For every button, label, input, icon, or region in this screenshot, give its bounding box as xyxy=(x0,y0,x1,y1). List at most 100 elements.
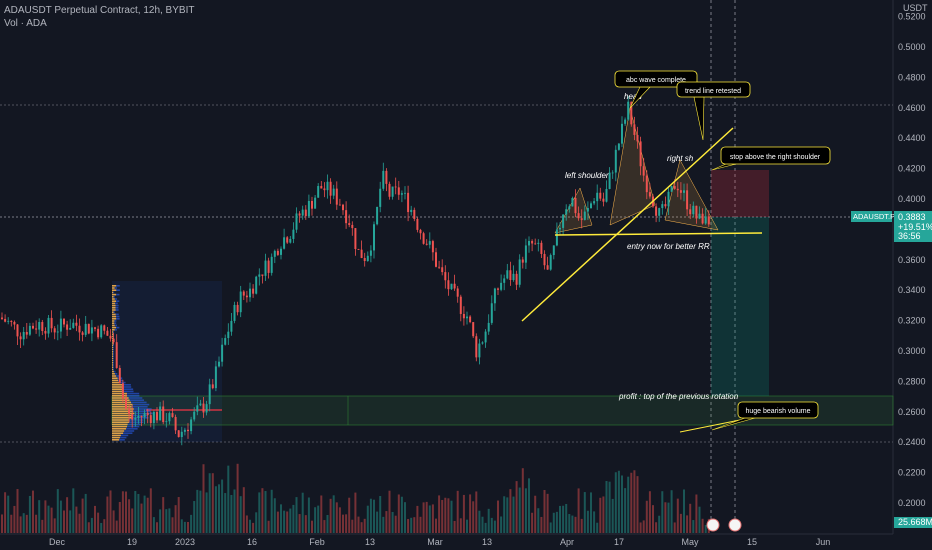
candle-body xyxy=(131,414,134,420)
volume-bar xyxy=(25,514,28,533)
bar-countdown: 36:56 xyxy=(898,231,921,241)
candle-body xyxy=(472,322,475,337)
rising-trend-line[interactable] xyxy=(521,127,734,322)
symbol-badge-text: ADAUSDT.P xyxy=(853,212,895,221)
volume-bar xyxy=(478,510,481,533)
candle-body xyxy=(655,206,658,216)
callout-trendline[interactable]: trend line retested xyxy=(676,81,751,141)
profile-bar xyxy=(113,355,114,357)
volume-bar xyxy=(69,510,72,533)
volume-bar xyxy=(645,500,648,533)
candle-body xyxy=(261,274,264,276)
volume-bar xyxy=(497,500,499,533)
volume-bar xyxy=(276,511,279,533)
volume-bar xyxy=(106,496,109,533)
neckline[interactable] xyxy=(554,232,763,236)
symbol-title[interactable]: ADAUSDT Perpetual Contract, 12h, BYBIT xyxy=(4,5,195,16)
price-scale[interactable] xyxy=(893,0,932,550)
candle-body xyxy=(397,187,400,195)
callout-abc[interactable]: abc wave complete xyxy=(614,70,698,109)
candle-body xyxy=(311,200,313,209)
take-profit-zone[interactable] xyxy=(711,217,769,396)
candle-body xyxy=(404,192,406,194)
volume-bar xyxy=(252,522,255,533)
candle-body xyxy=(47,317,50,334)
volume-bar xyxy=(642,520,645,533)
candle-body xyxy=(524,245,527,263)
callout-stop[interactable]: stop above the right shoulder xyxy=(711,146,831,171)
candle-body xyxy=(75,322,78,326)
earnings-event-icon[interactable] xyxy=(728,518,742,532)
volume-bar xyxy=(128,499,131,533)
candle-body xyxy=(425,243,428,245)
candle-body xyxy=(379,188,382,207)
volume-bar xyxy=(32,490,34,533)
volume-indicator-label[interactable]: Vol · ADA xyxy=(4,18,47,29)
volume-bar xyxy=(655,522,658,533)
candle-body xyxy=(410,209,413,213)
volume-bar xyxy=(552,512,555,533)
volume-bar xyxy=(53,518,56,533)
volume-bar xyxy=(7,495,10,533)
profile-bar xyxy=(115,309,119,311)
volume-bar xyxy=(466,519,468,533)
profile-bar xyxy=(112,364,114,366)
candle-body xyxy=(447,280,450,290)
volume-bar xyxy=(490,517,493,533)
volume-bar xyxy=(388,490,391,533)
earnings-event-icon[interactable] xyxy=(706,518,720,532)
volume-bar xyxy=(394,515,397,533)
candle-body xyxy=(590,203,592,209)
profile-bar xyxy=(112,377,118,379)
profile-bar xyxy=(112,285,117,287)
candle-body xyxy=(286,237,289,243)
profile-bar xyxy=(112,346,114,349)
right-shoulder-label: right sh xyxy=(667,154,694,163)
candle-body xyxy=(534,243,537,245)
profile-bar xyxy=(112,359,114,362)
volume-bar xyxy=(605,481,608,533)
profile-bar xyxy=(114,329,117,331)
profile-bar xyxy=(112,333,114,335)
volume-bar xyxy=(447,498,450,533)
volume-bar xyxy=(493,520,496,533)
profile-bar xyxy=(115,313,119,316)
profile-bar xyxy=(113,351,114,353)
profile-bar xyxy=(112,408,134,410)
volume-bar xyxy=(524,488,527,533)
candle-body xyxy=(245,295,248,298)
candle-body xyxy=(224,338,227,345)
candle-body xyxy=(292,229,295,239)
candle-body xyxy=(227,331,230,339)
profile-bar xyxy=(112,331,114,333)
candle-body xyxy=(72,322,75,328)
candle-body xyxy=(307,200,310,217)
candle-body xyxy=(704,216,707,224)
volume-bar xyxy=(431,504,434,533)
volume-bar xyxy=(208,473,211,533)
volume-bar xyxy=(218,484,220,533)
profile-bar xyxy=(112,375,117,377)
volume-bar xyxy=(323,520,326,533)
profile-bar xyxy=(129,419,144,421)
callout-volume[interactable]: huge bearish volume xyxy=(711,401,819,431)
price-tick-label: 0.2200 xyxy=(898,468,926,478)
volume-bar xyxy=(599,497,602,533)
profile-bar xyxy=(115,307,119,309)
candle-body xyxy=(317,186,320,198)
candle-body xyxy=(593,201,596,204)
profile-bar xyxy=(113,368,114,371)
profile-bar xyxy=(113,331,114,333)
stop-loss-zone[interactable] xyxy=(711,170,769,217)
candle-body xyxy=(264,260,267,276)
candle-body xyxy=(484,331,487,343)
candle-body xyxy=(16,324,19,337)
profile-bar xyxy=(112,302,116,305)
volume-bar xyxy=(143,495,146,533)
price-tick-label: 0.4400 xyxy=(898,133,926,143)
candle-body xyxy=(540,242,543,254)
candle-body xyxy=(435,252,437,267)
candle-body xyxy=(236,304,239,313)
volume-bar xyxy=(180,519,183,533)
